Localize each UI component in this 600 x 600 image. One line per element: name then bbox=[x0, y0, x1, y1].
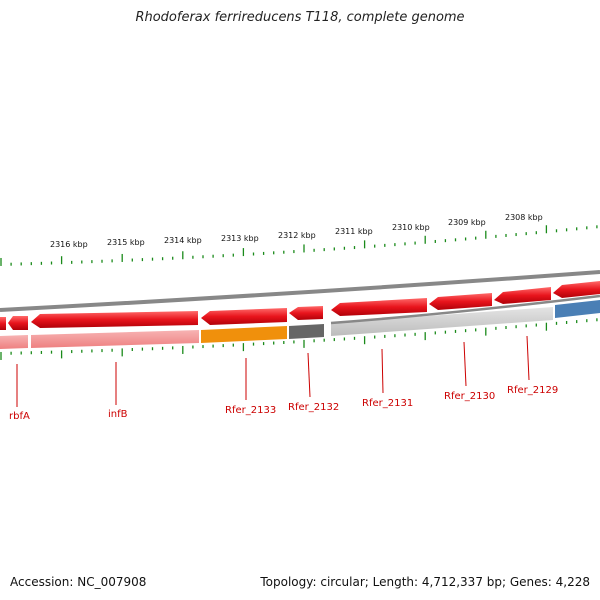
gene-arrow[interactable] bbox=[331, 298, 427, 316]
gene-feature-blue[interactable] bbox=[555, 300, 600, 318]
gene-label-rbfA[interactable]: rbfA bbox=[9, 411, 30, 422]
gene-label-rfer-2131[interactable]: Rfer_2131 bbox=[362, 398, 413, 409]
gene-feature[interactable] bbox=[31, 330, 199, 348]
scale-label: 2315 kbp bbox=[107, 238, 145, 247]
gene-labels: rbfA infB Rfer_2133 Rfer_2132 Rfer_2131 … bbox=[9, 385, 558, 422]
gene-label-rfer-2130[interactable]: Rfer_2130 bbox=[444, 391, 495, 402]
gene-track-lower bbox=[0, 294, 600, 349]
gene-label-rfer-2133[interactable]: Rfer_2133 bbox=[225, 405, 276, 416]
gene-label-rfer-2129[interactable]: Rfer_2129 bbox=[507, 385, 558, 396]
gene-arrow[interactable] bbox=[429, 293, 492, 310]
scale-label: 2314 kbp bbox=[164, 236, 202, 245]
gene-feature-dark[interactable] bbox=[289, 324, 324, 339]
gene-label-lines bbox=[16, 335, 530, 407]
gene-label-rfer-2132[interactable]: Rfer_2132 bbox=[288, 402, 339, 413]
scale-label: 2313 kbp bbox=[221, 234, 259, 243]
genome-backbone bbox=[0, 270, 600, 312]
gene-arrow[interactable] bbox=[201, 308, 287, 325]
map-title: Rhodoferax ferrireducens T118, complete … bbox=[135, 10, 465, 25]
gene-label-infB[interactable]: infB bbox=[108, 409, 128, 420]
gene-arrow[interactable] bbox=[0, 317, 6, 330]
scale-label: 2308 kbp bbox=[505, 213, 543, 222]
gene-track-upper bbox=[0, 281, 600, 330]
lower-scale-ticks bbox=[0, 318, 598, 360]
scale-labels: 2316 kbp 2315 kbp 2314 kbp 2313 kbp 2312… bbox=[50, 213, 543, 249]
gene-arrow[interactable] bbox=[494, 287, 551, 304]
gene-feature[interactable] bbox=[0, 335, 28, 349]
gene-arrow[interactable] bbox=[553, 281, 600, 298]
accession-text: Accession: NC_007908 bbox=[10, 575, 147, 589]
scale-label: 2316 kbp bbox=[50, 240, 88, 249]
gene-feature-grey[interactable] bbox=[331, 307, 553, 336]
gene-arrow[interactable] bbox=[31, 311, 198, 328]
scale-label: 2309 kbp bbox=[448, 218, 486, 227]
scale-label: 2312 kbp bbox=[278, 231, 316, 240]
lower-track-edge bbox=[330, 294, 600, 325]
scale-label: 2311 kbp bbox=[335, 227, 373, 236]
gene-arrow[interactable] bbox=[8, 316, 28, 330]
upper-scale-ticks bbox=[0, 225, 598, 266]
genome-stats-text: Topology: circular; Length: 4,712,337 bp… bbox=[260, 575, 590, 589]
scale-label: 2310 kbp bbox=[392, 223, 430, 232]
gene-arrow[interactable] bbox=[289, 306, 323, 320]
gene-feature-highlight[interactable] bbox=[201, 326, 287, 343]
